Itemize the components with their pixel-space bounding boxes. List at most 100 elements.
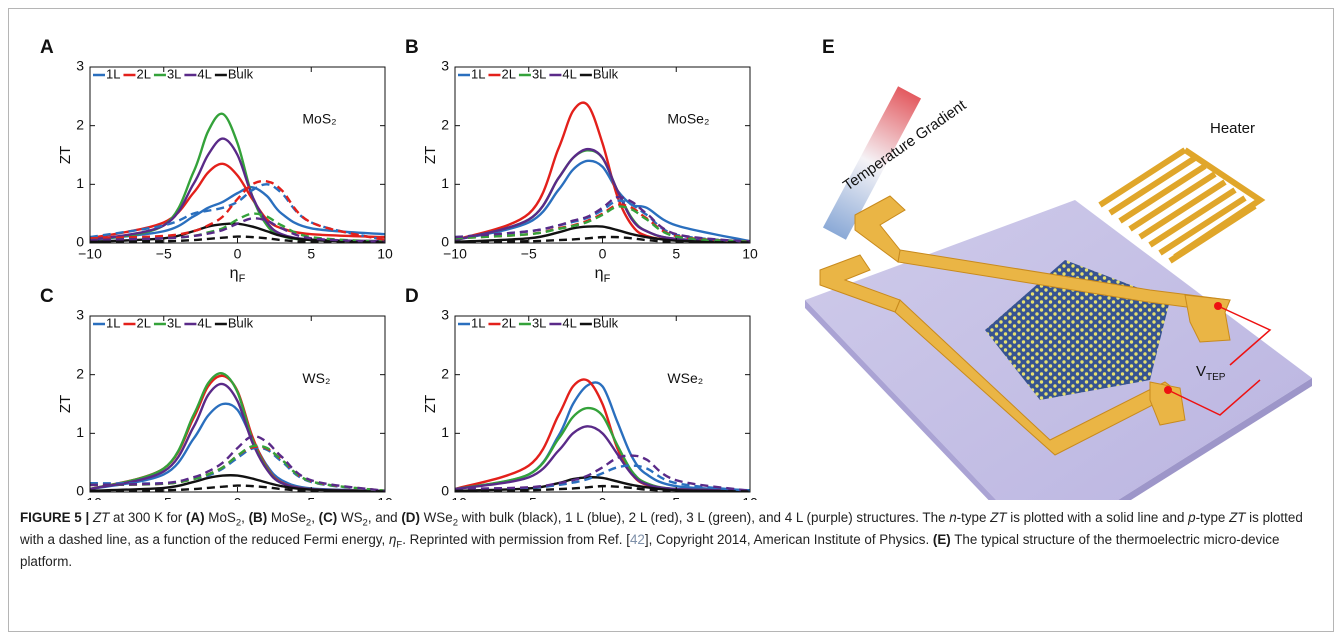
legend-label: 4L: [562, 66, 576, 81]
plot-title: WSe₂: [667, 370, 703, 386]
y-axis-label: ZT: [57, 146, 74, 164]
legend-label: 4L: [562, 315, 576, 330]
n-type-line: [90, 402, 385, 492]
figure: E Temperature Gradient Heater VTEP A −10 −…: [40, 37, 1312, 500]
caption-text: 2: [452, 517, 458, 529]
plot-lines: [90, 372, 385, 492]
caption-text: MoS: [204, 510, 236, 525]
caption: FIGURE 5 | ZT at 300 K for (A) MoS2, (B)…: [20, 507, 1320, 573]
axes-frame: [89, 315, 386, 493]
x-tick-label: −5: [521, 246, 537, 262]
n-type-line: [90, 162, 385, 240]
x-axis-label-sub: F: [604, 273, 611, 285]
x-axis-label-main: η: [230, 265, 239, 282]
caption-text: ,: [311, 510, 319, 525]
caption-text: is plotted with a dashed line, as a func…: [20, 510, 1303, 547]
x-tick-label: 10: [742, 246, 758, 262]
plot-title: WS₂: [302, 370, 330, 386]
y-tick-label: 1: [76, 424, 84, 440]
y-axis-label: ZT: [422, 146, 439, 164]
caption-text: 2: [235, 517, 242, 529]
p-type-line: [455, 205, 750, 243]
y-tick-label: 3: [441, 58, 449, 74]
substrate-edge: [805, 300, 997, 500]
caption-text: WS: [337, 510, 363, 525]
n-type-line: [455, 225, 750, 243]
plot-lines: [455, 378, 750, 492]
x-tick-label: 0: [599, 495, 607, 500]
caption-text: (E): [932, 532, 951, 547]
plot-lines: [90, 112, 385, 243]
electrode-pad: [854, 195, 906, 263]
caption-text: (C): [318, 510, 338, 525]
p-type-line: [90, 183, 385, 242]
caption-text: ZT: [92, 510, 110, 525]
p-type-line: [90, 179, 385, 242]
caption-text: , and: [367, 510, 402, 525]
caption-text: 2: [305, 517, 312, 529]
panel-label: B: [405, 37, 419, 58]
x-tick-label: 10: [377, 495, 393, 500]
caption-text: (A): [185, 510, 205, 525]
y-tick-label: 1: [76, 175, 84, 191]
caption-text: F: [396, 539, 403, 551]
caption-text: -type: [956, 510, 991, 525]
caption-text: MoSe: [267, 510, 306, 525]
caption-text: (D): [401, 510, 420, 525]
y-tick-label: 3: [441, 307, 449, 323]
legend-label: 2L: [501, 315, 515, 330]
gradient-bar: [822, 86, 922, 240]
p-type-line: [90, 484, 385, 492]
substrate-edge: [1118, 378, 1312, 500]
p-type-line: [455, 454, 750, 492]
legend-label: 3L: [532, 66, 546, 81]
legend-label: 2L: [136, 315, 150, 330]
voltage-label-main: V: [1196, 363, 1206, 380]
caption-text: ], Copyright 2014, American Institute of…: [644, 532, 933, 547]
y-tick-label: 3: [76, 58, 84, 74]
axes-frame: [454, 66, 751, 244]
plot-title: MoSe₂: [667, 111, 709, 127]
p-type-line: [90, 235, 385, 243]
caption-text: 2: [362, 517, 368, 529]
x-tick-label: 0: [234, 246, 242, 262]
x-tick-label: 0: [599, 246, 607, 262]
x-tick-label: −5: [156, 495, 172, 500]
legend-label: 3L: [167, 315, 181, 330]
caption-text: The typical structure of the thermoelect…: [20, 532, 1280, 569]
x-tick-label: 5: [672, 495, 680, 500]
x-tick-label: 5: [307, 495, 315, 500]
caption-text: is plotted with a solid line and: [1006, 510, 1189, 525]
y-tick-label: 0: [76, 483, 84, 499]
caption-text: ZT: [990, 510, 1007, 525]
voltage-label: VTEP: [1196, 363, 1226, 383]
p-type-line: [455, 235, 750, 243]
caption-text: WSe: [419, 510, 453, 525]
legend-label: 1L: [106, 66, 120, 81]
y-tick-label: 1: [441, 175, 449, 191]
reference-link[interactable]: 42: [629, 532, 645, 547]
x-axis-label: ηF: [595, 265, 611, 285]
wire: [1167, 305, 1272, 416]
caption-text: η: [388, 532, 397, 547]
panel-label: E: [822, 37, 835, 58]
electrode-pad: [1149, 381, 1186, 426]
caption-text: p: [1188, 510, 1196, 525]
plot-title: MoS₂: [302, 111, 336, 127]
x-tick-label: −10: [78, 495, 102, 500]
p-type-line: [90, 444, 385, 492]
caption-text: -type: [1195, 510, 1230, 525]
n-type-line: [455, 147, 750, 243]
p-type-line: [90, 217, 385, 243]
voltage-label-sub: TEP: [1206, 372, 1226, 383]
device-diagram: E Temperature Gradient Heater VTEP: [805, 37, 1312, 500]
x-axis-label: ηF: [230, 265, 246, 285]
legend-label: 2L: [501, 66, 515, 81]
legend-label: 2L: [136, 66, 150, 81]
x-tick-label: 10: [377, 246, 393, 262]
x-tick-label: −10: [78, 246, 102, 262]
y-axis-label: ZT: [422, 395, 439, 413]
caption-text: ,: [241, 510, 249, 525]
n-type-line: [90, 186, 385, 242]
y-tick-label: 3: [76, 307, 84, 323]
